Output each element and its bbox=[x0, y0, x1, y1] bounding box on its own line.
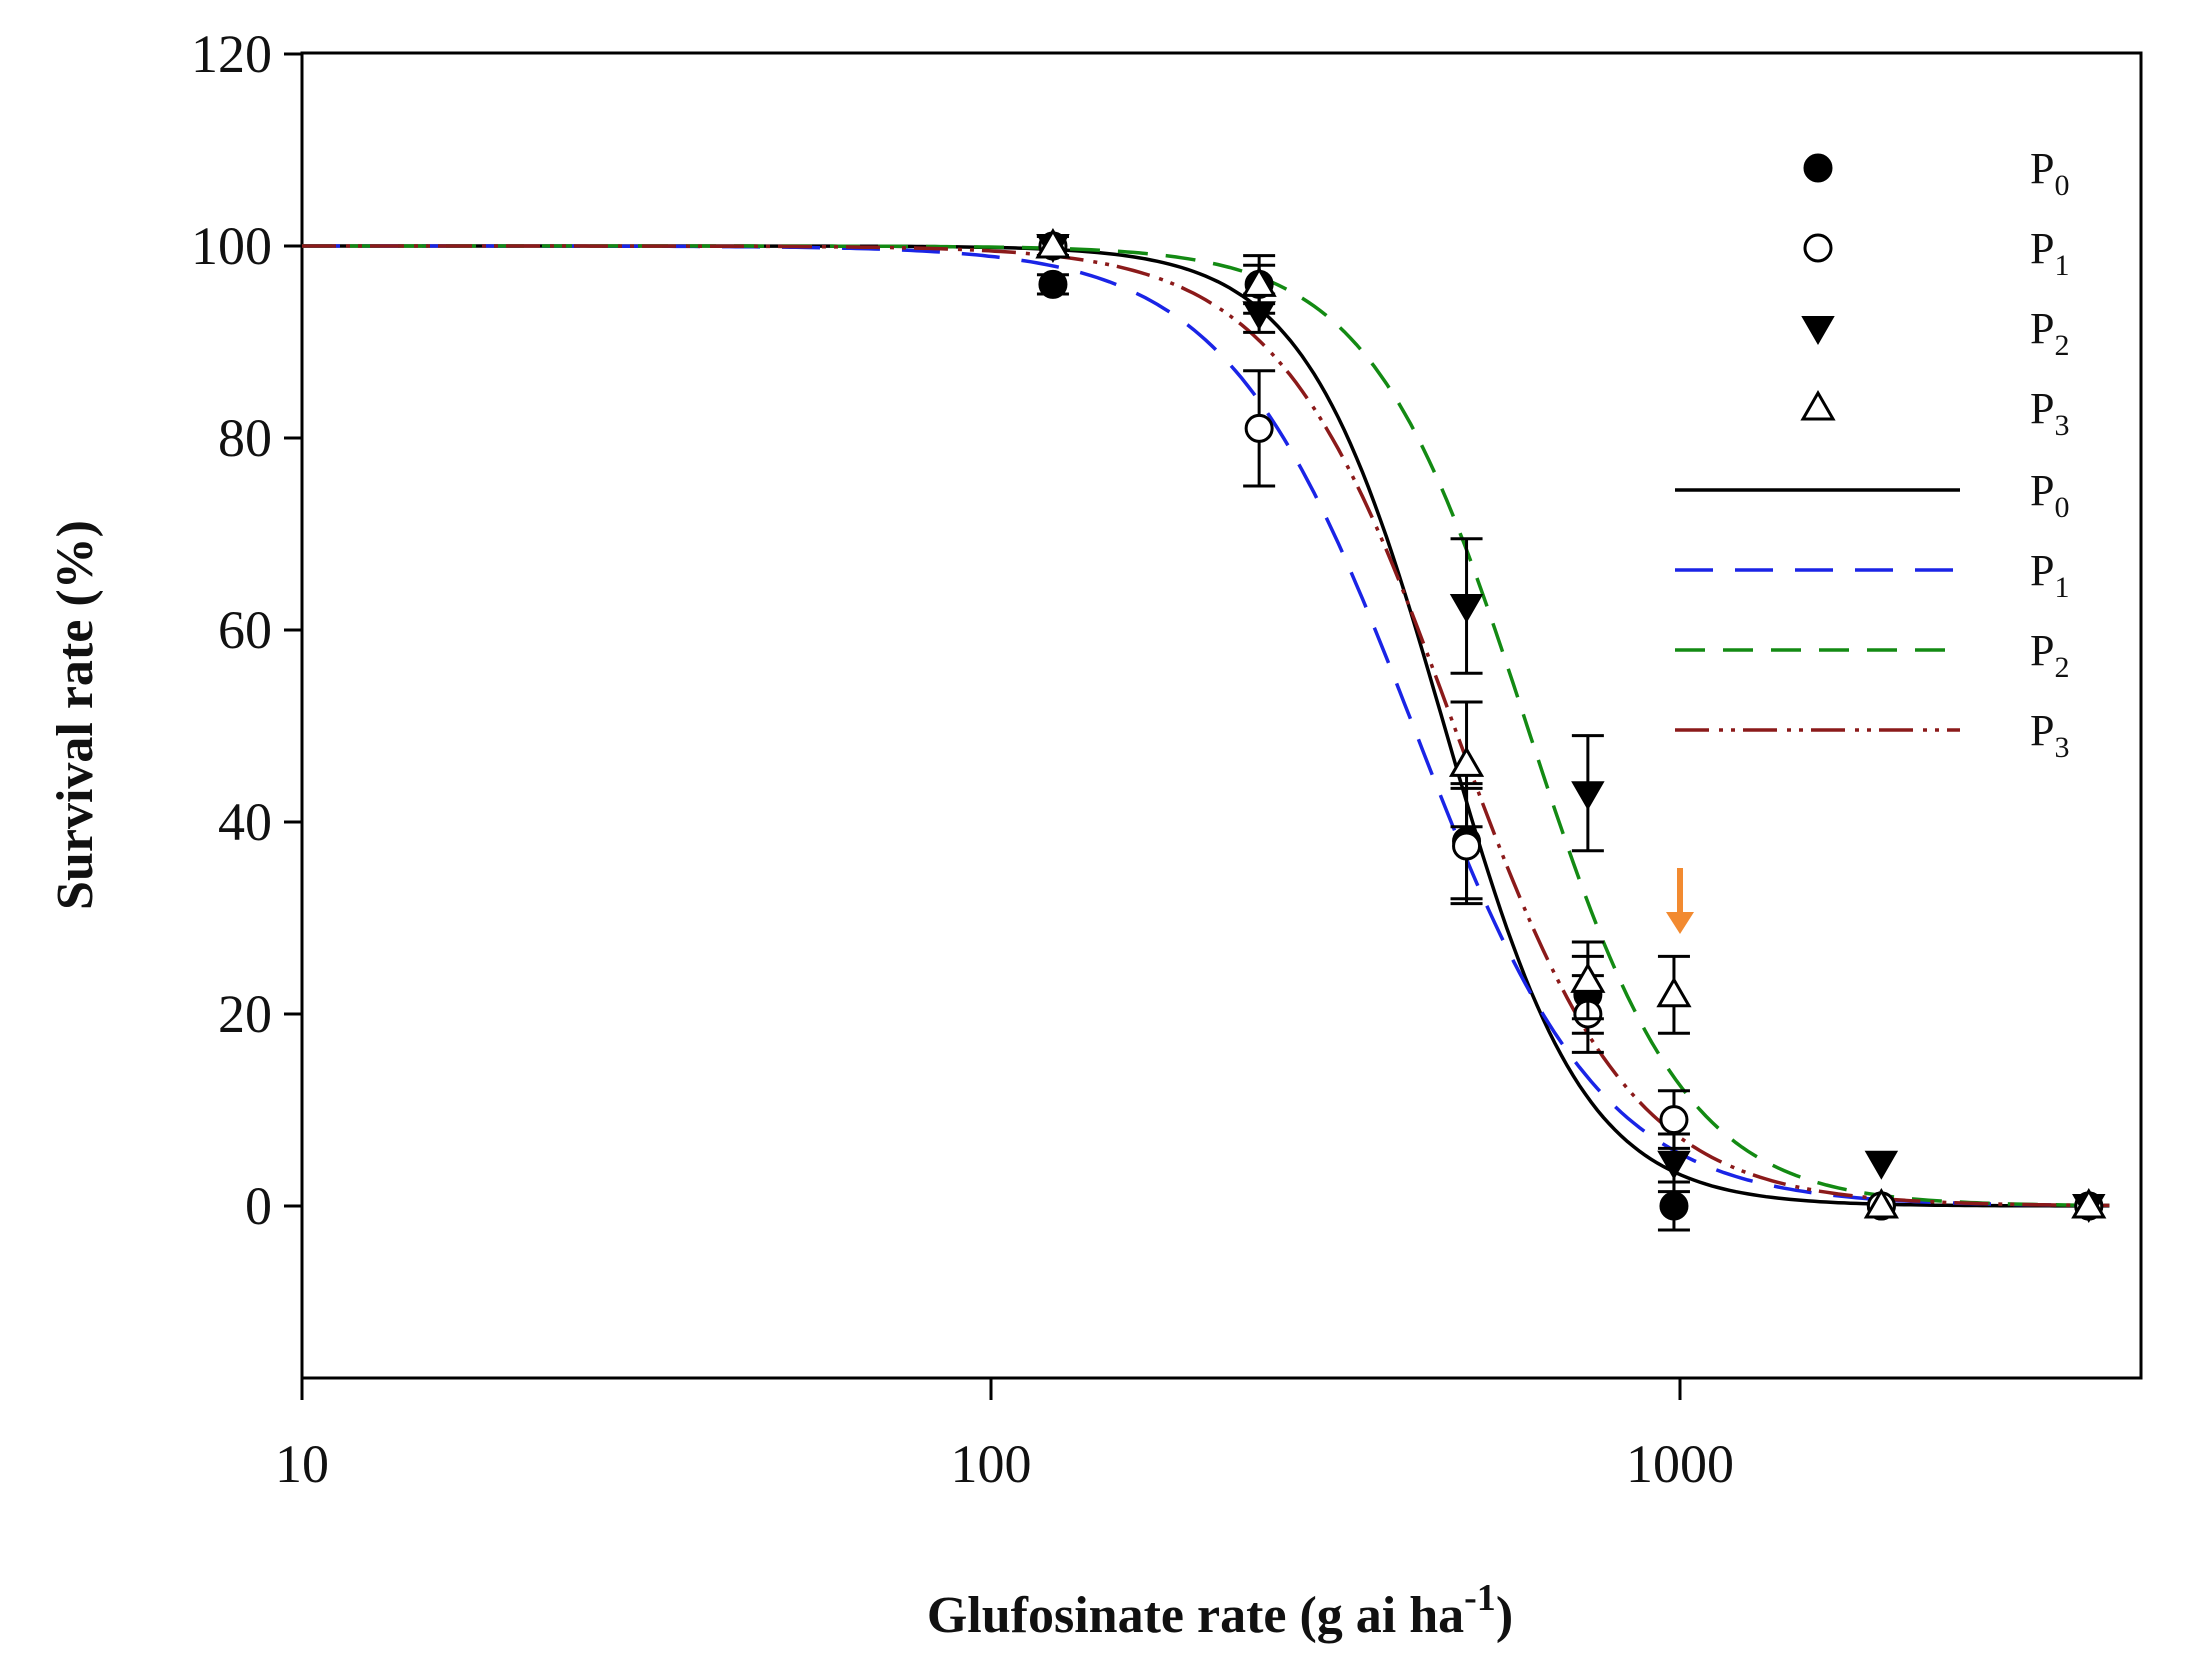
data-point-P3 bbox=[1448, 746, 1485, 777]
data-point-P0 bbox=[1038, 269, 1068, 299]
y-tick-label: 0 bbox=[245, 1176, 272, 1236]
y-axis-title: Survival rate (%) bbox=[47, 520, 104, 910]
fit-curve-P1 bbox=[302, 244, 2110, 1208]
axes: 0 20 40 60 80 100 120 10 100 1000 bbox=[191, 24, 1734, 1494]
x-tick-label: 100 bbox=[951, 1434, 1032, 1494]
legend-label: P0 bbox=[2030, 144, 2069, 202]
legend-marker-P1 bbox=[1803, 233, 1833, 263]
data-point-P1 bbox=[1244, 413, 1274, 443]
data-point-P1 bbox=[1452, 831, 1482, 861]
y-tick-label: 40 bbox=[218, 792, 272, 852]
data-point-P2 bbox=[1449, 594, 1484, 624]
y-tick-label: 60 bbox=[218, 600, 272, 660]
data-point-P3 bbox=[1241, 266, 1277, 297]
legend-label: P0 bbox=[2030, 466, 2069, 524]
legend-label: P3 bbox=[2030, 706, 2069, 764]
x-tick-label: 10 bbox=[275, 1434, 329, 1494]
data-point-P1 bbox=[1659, 1105, 1689, 1135]
fit-curve-P3 bbox=[302, 244, 2110, 1208]
data-point-P2 bbox=[1864, 1150, 1899, 1180]
legend-marker-P3 bbox=[1800, 389, 1836, 421]
data-point-P3 bbox=[2071, 1187, 2107, 1219]
y-tick-label: 100 bbox=[191, 216, 272, 276]
fit-curves bbox=[302, 244, 2110, 1208]
data-point-P0 bbox=[1659, 1191, 1689, 1221]
x-tick-label: 1000 bbox=[1626, 1434, 1734, 1494]
y-tick-label: 80 bbox=[218, 408, 272, 468]
arrow-head bbox=[1666, 912, 1694, 934]
data-point-P2 bbox=[1657, 1150, 1691, 1180]
legend-label: P1 bbox=[2030, 546, 2069, 604]
data-point-P3 bbox=[1863, 1187, 1899, 1219]
data-points bbox=[1035, 227, 2107, 1232]
legend-marker-P0 bbox=[1803, 153, 1833, 183]
legend-label: P1 bbox=[2030, 224, 2069, 282]
legend-label: P2 bbox=[2030, 626, 2069, 684]
legend: P0 P1 P2 P3 P0 P1 P2 P3 bbox=[1675, 144, 2069, 764]
fit-curve-P0 bbox=[302, 244, 2110, 1208]
y-tick-label: 20 bbox=[218, 984, 272, 1044]
legend-marker-P2 bbox=[1801, 316, 1835, 346]
legend-label: P3 bbox=[2030, 384, 2069, 442]
fit-curve-P2 bbox=[302, 244, 2110, 1208]
x-axis-title: Glufosinate rate (g ai ha-1) bbox=[927, 1577, 1513, 1644]
data-point-P3 bbox=[1570, 962, 1606, 993]
data-point-P3 bbox=[1656, 976, 1692, 1008]
y-tick-label: 120 bbox=[191, 24, 272, 84]
data-point-P3 bbox=[1035, 227, 1071, 259]
plot-frame bbox=[300, 51, 2143, 1380]
data-point-P2 bbox=[1571, 781, 1605, 811]
legend-label: P2 bbox=[2030, 304, 2069, 362]
annotations bbox=[1666, 868, 1694, 934]
